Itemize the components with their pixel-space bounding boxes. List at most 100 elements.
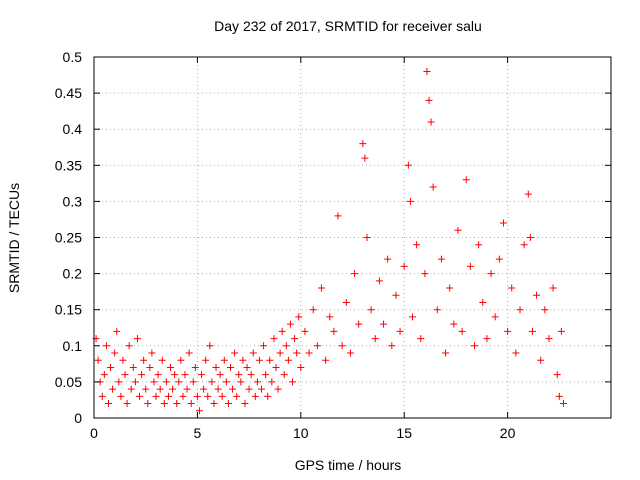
data-point-marker (380, 320, 388, 328)
data-point-marker (107, 363, 115, 371)
data-point-marker (406, 197, 414, 205)
data-point-marker (446, 284, 454, 292)
data-point-marker (113, 327, 121, 335)
y-tick-label: 0.45 (55, 85, 82, 101)
data-point-marker (268, 378, 276, 386)
data-point-marker (408, 313, 416, 321)
data-point-marker (148, 349, 156, 357)
data-point-marker (528, 327, 536, 335)
data-point-marker (181, 371, 189, 379)
data-point-marker (495, 255, 503, 263)
data-point-marker (425, 96, 433, 104)
data-point-marker (479, 298, 487, 306)
data-point-marker (121, 371, 129, 379)
data-point-marker (208, 378, 216, 386)
data-point-marker (270, 335, 278, 343)
data-point-marker (400, 262, 408, 270)
data-point-marker (233, 392, 241, 400)
data-point-marker (301, 327, 309, 335)
data-point-marker (526, 234, 534, 241)
data-point-marker (237, 378, 245, 386)
data-point-marker (297, 363, 305, 371)
data-point-marker (235, 371, 243, 379)
axis-ticks: 0 5 10 15 20 0 0.05 0.1 0.15 0.2 0.25 0.3 0.35 0.4 0.4… (55, 49, 611, 441)
data-point-marker (135, 392, 143, 400)
data-point-marker (195, 407, 203, 415)
data-point-marker (220, 356, 228, 364)
data-point-marker (404, 161, 412, 169)
data-point-marker (260, 342, 268, 350)
data-point-marker (475, 241, 483, 249)
data-point-marker (104, 400, 112, 408)
y-tick-label: 0.5 (63, 49, 83, 65)
data-point-marker (98, 392, 106, 400)
data-point-marker (450, 320, 458, 328)
data-point-marker (264, 392, 272, 400)
data-point-marker (144, 400, 152, 408)
data-point-marker (491, 313, 499, 321)
data-point-marker (202, 356, 210, 364)
data-point-marker (200, 385, 208, 393)
data-point-marker (245, 385, 253, 393)
data-point-marker (442, 349, 450, 357)
y-tick-label: 0.3 (63, 193, 83, 209)
data-point-marker (516, 306, 524, 314)
data-point-marker (309, 306, 317, 314)
data-point-marker (226, 363, 234, 371)
y-tick-label: 0.1 (63, 338, 83, 354)
data-point-marker (111, 349, 119, 357)
data-point-marker (454, 226, 462, 234)
data-points (92, 67, 567, 415)
data-point-marker (483, 335, 491, 343)
data-point-marker (375, 277, 383, 285)
data-point-marker (198, 371, 206, 379)
data-point-marker (559, 400, 567, 408)
data-point-marker (541, 306, 549, 314)
data-point-marker (138, 371, 146, 379)
grid-lines (94, 57, 611, 418)
data-point-marker (520, 241, 528, 249)
data-point-marker (499, 219, 507, 227)
data-point-marker (173, 400, 181, 408)
y-tick-label: 0.15 (55, 302, 82, 318)
data-point-marker (371, 335, 379, 343)
data-point-marker (100, 371, 108, 379)
data-point-marker (169, 385, 177, 393)
data-point-marker (140, 356, 148, 364)
y-tick-label: 0.2 (63, 266, 83, 282)
data-point-marker (322, 356, 330, 364)
data-point-marker (187, 400, 195, 408)
data-point-marker (129, 363, 137, 371)
data-point-marker (119, 356, 127, 364)
data-point-marker (313, 342, 321, 350)
data-point-marker (102, 342, 110, 350)
data-point-marker (421, 270, 429, 278)
data-point-marker (466, 262, 474, 270)
data-point-marker (154, 371, 162, 379)
data-point-marker (156, 385, 164, 393)
data-point-marker (218, 392, 226, 400)
data-point-marker (524, 190, 532, 198)
data-point-marker (351, 270, 359, 278)
data-point-marker (167, 363, 175, 371)
x-tick-label: 0 (90, 425, 98, 441)
y-tick-label: 0.35 (55, 157, 82, 173)
data-point-marker (278, 327, 286, 335)
y-tick-label: 0.4 (63, 121, 83, 137)
data-point-marker (462, 176, 470, 184)
data-point-marker (117, 392, 125, 400)
data-point-marker (164, 392, 172, 400)
data-point-marker (229, 385, 237, 393)
y-tick-label: 0.05 (55, 374, 82, 390)
data-point-marker (177, 356, 185, 364)
data-point-marker (152, 392, 160, 400)
data-point-marker (131, 378, 139, 386)
data-point-marker (191, 363, 199, 371)
data-point-marker (533, 291, 541, 299)
data-point-marker (204, 392, 212, 400)
data-point-marker (458, 327, 466, 335)
data-point-marker (274, 385, 282, 393)
data-point-marker (417, 335, 425, 343)
